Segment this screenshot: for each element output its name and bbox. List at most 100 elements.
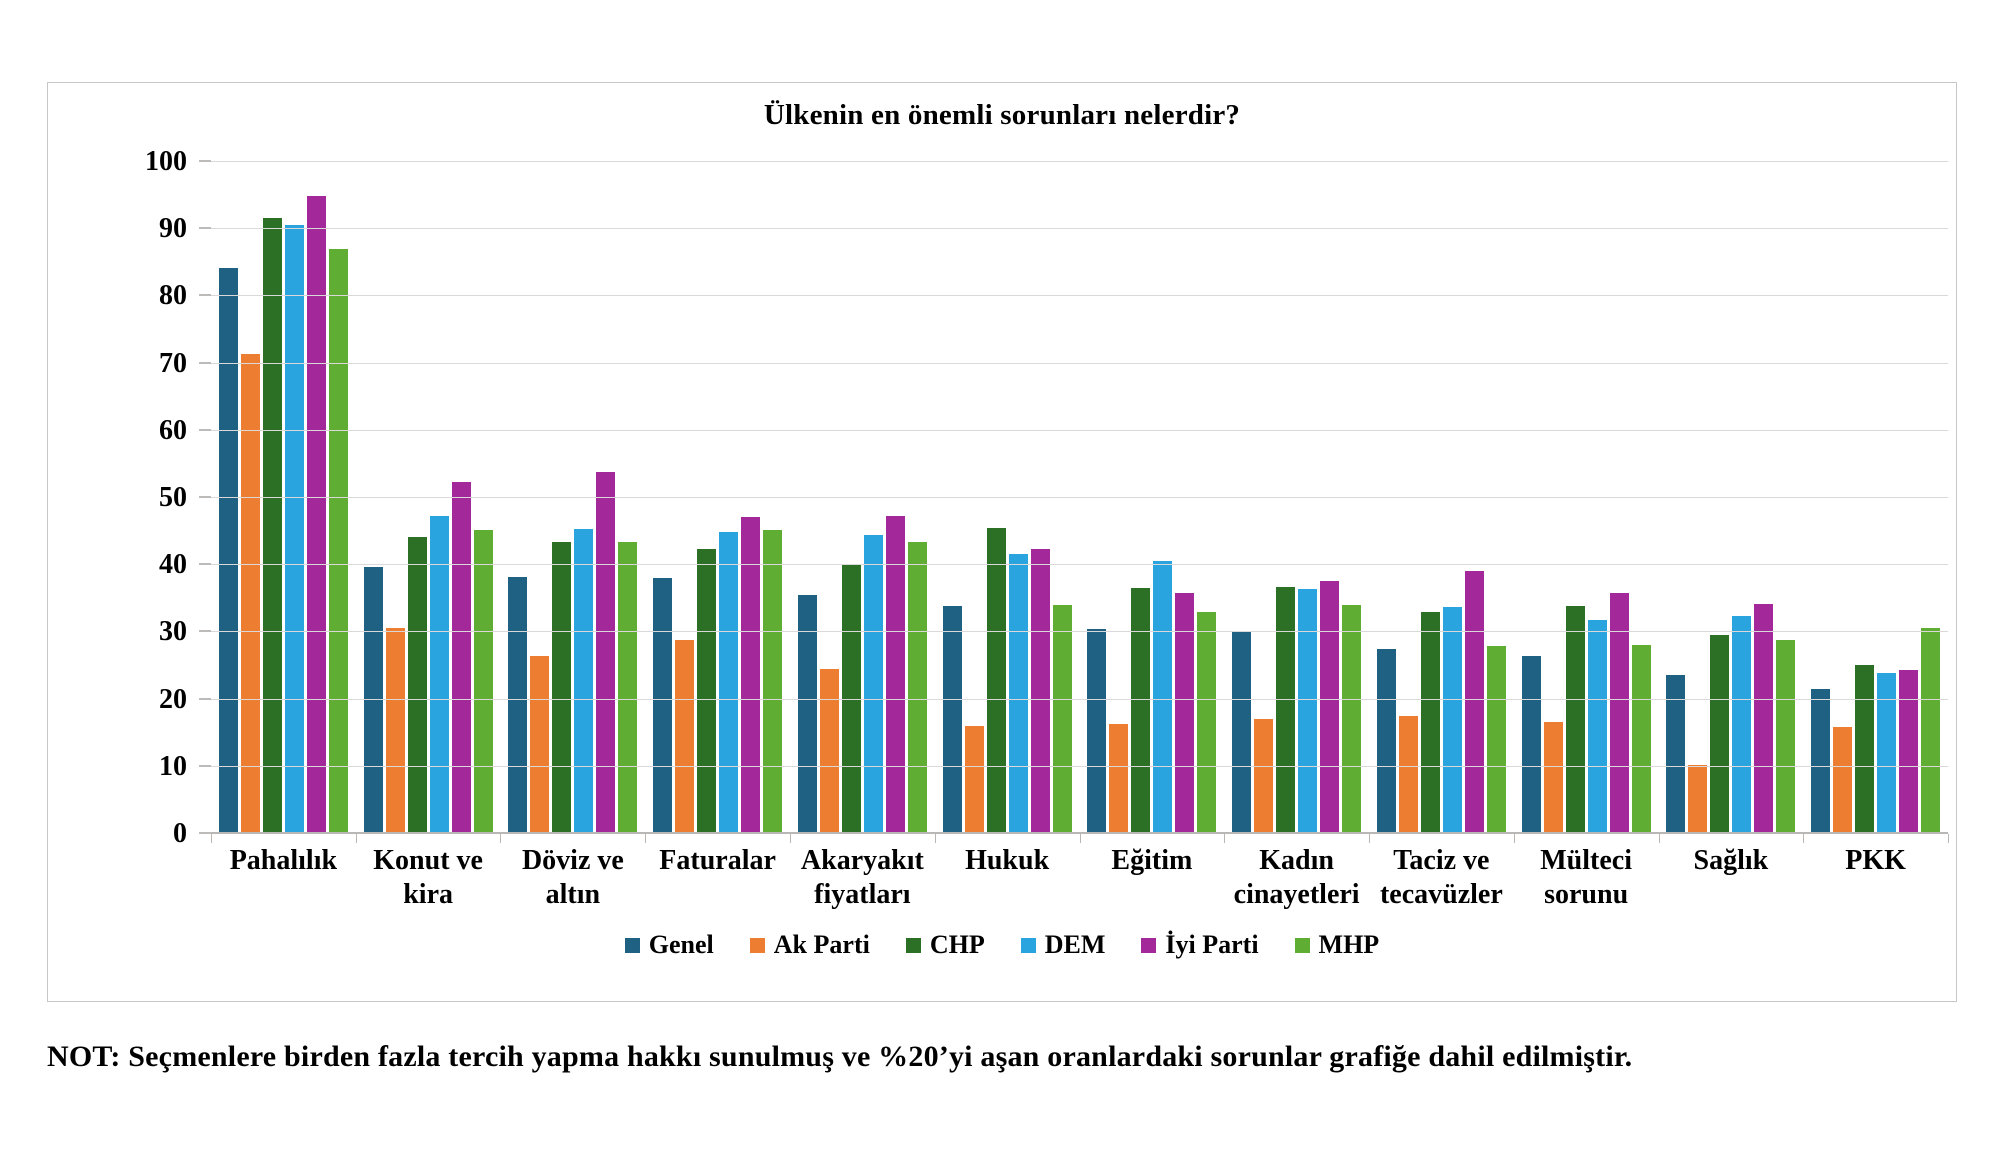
bar-ak-parti [1398,715,1418,834]
y-tick-label: 60 [159,414,187,446]
bar-genel [1811,688,1831,834]
x-axis-line [211,832,1948,834]
bar-ak-parti [819,668,839,834]
bar-dem [1877,672,1897,834]
footnote: NOT: Seçmenlere birden fazla tercih yapm… [47,1040,1633,1073]
x-tick-mark [1803,834,1805,843]
bar-ak-parti [385,628,405,834]
x-category-label: Döviz ve altın [521,845,624,910]
chart-frame: Ülkenin en önemli sorunları nelerdir? 0 1… [47,82,1957,1002]
bar-dem [1153,560,1173,834]
x-category-label: Faturalar [659,845,776,876]
legend-item-dem: DEM [1020,932,1105,958]
bar-group [1080,162,1225,834]
bar-i̇yi-parti [451,481,471,834]
bar-ak-parti [964,726,984,834]
bar-ak-parti [240,354,260,834]
x-category-label: Sağlık [1693,845,1769,876]
bar-dem [1442,606,1462,834]
x-tick-mark [1658,834,1660,843]
bar-genel [1521,655,1541,834]
bar-dem [863,534,883,834]
y-tick-mark [199,563,211,566]
y-tick-label: 0 [173,818,187,849]
x-tick-mark [1368,834,1370,843]
chart-title: Ülkenin en önemli sorunları nelerdir? [763,99,1241,131]
bar-group [1514,162,1659,834]
bar-group [935,162,1080,834]
bar-dem [574,528,594,834]
bar-genel [942,606,962,834]
bar-ak-parti [1688,764,1708,834]
legend-swatch-icon [1294,937,1310,953]
bar-dem [1298,588,1318,834]
bar-dem [719,532,739,834]
x-category-label: Eğitim [1111,845,1193,876]
bar-ak-parti [1254,719,1274,834]
legend-label: MHP [1318,930,1380,959]
bar-chp [1855,664,1875,834]
bar-genel [1232,631,1252,834]
bar-mhp [1486,645,1506,834]
bar-group [1224,162,1369,834]
bar-i̇yi-parti [1030,549,1050,834]
y-tick-label: 100 [145,146,187,177]
x-category-label: Konut ve kira [373,845,483,910]
legend-label: CHP [929,930,985,959]
bar-group [645,162,790,834]
x-tick-mark [1224,834,1226,843]
bar-group [501,162,646,834]
x-category-label: Hukuk [965,845,1050,876]
x-tick-mark [789,834,791,843]
legend-label: Genel [648,930,714,959]
gridline [211,362,1948,364]
chart-body: 0 10 20 30 40 50 60 70 80 90 100 [48,148,1956,848]
x-axis-labels: Pahalılık Konut ve kira Döviz ve altın Fatu… [211,844,1948,912]
y-tick-label: 40 [159,549,187,581]
bar-chp [986,527,1006,834]
gridline [211,228,1948,230]
y-tick-mark [199,764,211,767]
x-tick-mark [645,834,647,843]
legend-label: İyi Parti [1165,930,1259,959]
bar-group [1659,162,1804,834]
gridline [211,564,1948,566]
gridline [211,295,1948,297]
bar-mhp [1776,639,1796,834]
legend-swatch-icon [1020,937,1036,953]
bar-i̇yi-parti [741,516,761,834]
legend-item-chp: CHP [905,930,985,959]
bar-group [356,162,501,834]
legend-item-mhp: MHP [1294,930,1380,959]
y-tick-mark [199,227,211,230]
legend-swatch-icon [905,937,921,953]
bar-chp [1565,606,1585,834]
bar-chp [1710,635,1730,834]
bar-genel [1376,649,1396,834]
bar-ak-parti [530,655,550,834]
bar-i̇yi-parti [1175,592,1195,834]
x-category-label: Mülteci sorunu [1540,845,1632,910]
y-tick-mark [199,428,211,431]
x-category-label: Pahalılık [229,845,338,876]
x-category-label: PKK [1845,845,1906,876]
bar-group [211,162,356,834]
gridline [211,698,1948,700]
y-tick-mark [199,361,211,364]
y-tick-mark [199,496,211,498]
bar-genel [1666,674,1686,834]
bar-chp [1420,611,1440,834]
bar-chp [407,536,427,834]
gridline [211,497,1948,498]
x-category-label: Kadın cinayetleri [1233,845,1360,910]
bar-ak-parti [1543,722,1563,834]
bar-chp [1131,588,1151,834]
bar-i̇yi-parti [1464,570,1484,834]
bar-genel [797,594,817,834]
y-tick-label: 90 [159,213,187,245]
bar-i̇yi-parti [885,516,905,834]
y-tick-label: 10 [159,750,187,782]
x-tick-mark [211,834,212,843]
gridline [211,429,1948,431]
legend-swatch-icon [624,937,640,953]
